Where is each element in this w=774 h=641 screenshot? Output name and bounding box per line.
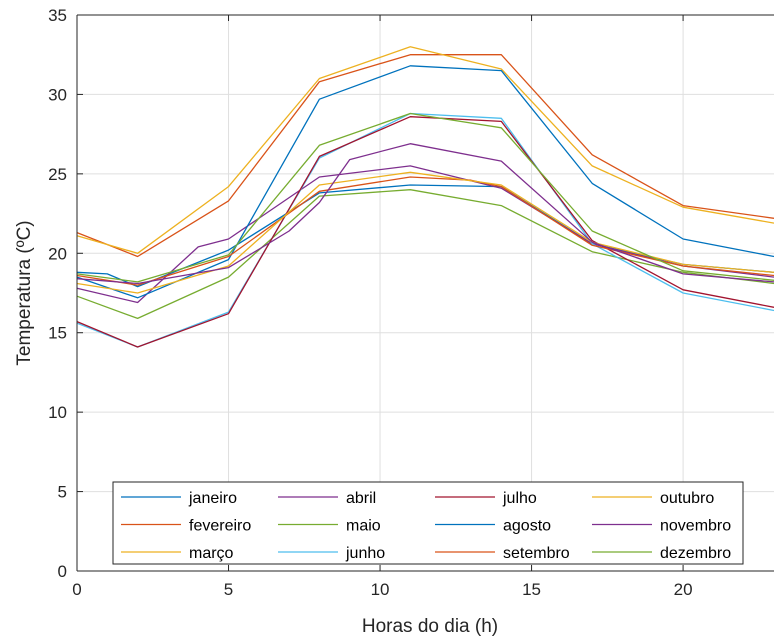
legend-label: outubro	[660, 490, 714, 507]
y-tick-label: 30	[48, 85, 67, 104]
legend-label: setembro	[503, 545, 570, 562]
legend-label: fevereiro	[189, 518, 251, 535]
series-line-3	[76, 46, 774, 254]
y-axis-label: Temperatura (ºC)	[14, 220, 35, 365]
x-tick-label: 15	[522, 580, 541, 599]
y-tick-label: 20	[48, 244, 67, 263]
series-line-11	[76, 143, 774, 285]
x-axis-label: Horas do dia (h)	[362, 616, 498, 637]
series-line-5	[76, 189, 774, 320]
legend-label: agosto	[503, 518, 551, 535]
y-tick-label: 5	[58, 483, 67, 502]
legend-label: maio	[346, 518, 381, 535]
legend-label: janeiro	[188, 490, 237, 507]
axes	[76, 14, 774, 572]
series-lines	[76, 46, 774, 348]
x-tick-label: 20	[674, 580, 693, 599]
series-line-2	[76, 54, 774, 258]
series-line-12	[76, 112, 774, 283]
legend-label: dezembro	[660, 545, 731, 562]
series-line-4	[76, 165, 774, 304]
tick-labels: 0 5 10 15 20 0 5 10 15 20 25 30 35	[48, 6, 692, 599]
x-tick-label: 10	[371, 580, 390, 599]
legend-label: novembro	[660, 518, 731, 535]
legend-label: abril	[346, 490, 376, 507]
series-line-8	[76, 65, 774, 299]
legend-label: julho	[502, 490, 537, 507]
y-tick-label: 35	[48, 6, 67, 25]
series-line-7	[76, 116, 774, 348]
y-tick-label: 25	[48, 165, 67, 184]
y-tick-label: 15	[48, 324, 67, 343]
legend-label: março	[189, 545, 234, 562]
y-tick-label: 0	[58, 562, 67, 581]
legend-label: junho	[345, 545, 385, 562]
legend-box	[112, 481, 744, 565]
x-tick-label: 0	[72, 580, 81, 599]
legend: janeiro fevereiro março abril maio junho julho…	[112, 481, 744, 565]
y-tick-label: 10	[48, 403, 67, 422]
x-tick-label: 5	[224, 580, 233, 599]
